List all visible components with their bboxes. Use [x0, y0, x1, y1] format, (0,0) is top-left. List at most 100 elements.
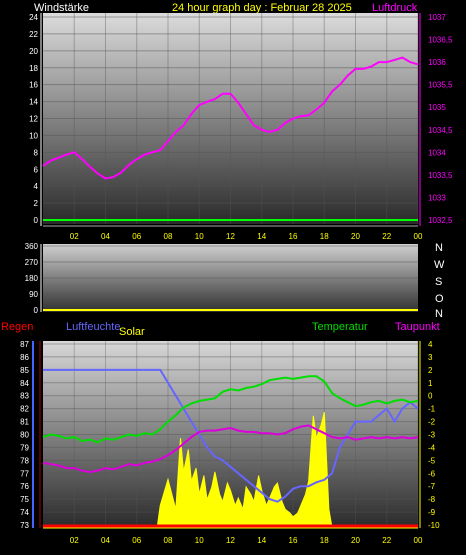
top-left-tick-label: 12 [29, 115, 38, 124]
top-x-tick-label: 10 [195, 232, 204, 241]
top-right-tick-label: 1032,5 [428, 216, 453, 225]
top-x-tick-label: 22 [382, 232, 391, 241]
bottom-left-tick-label: 82 [20, 405, 29, 414]
top-right-tick-label: 1033 [428, 193, 446, 202]
dewpoint-label: Taupunkt [395, 321, 440, 333]
bottom-right-tick-label: 3 [428, 353, 433, 362]
top-left-tick-label: 2 [34, 199, 39, 208]
series-line-taupunkt [42, 424, 419, 474]
bottom-right-tick-label: -6 [428, 469, 436, 478]
bottom-right-tick-label: 2 [428, 366, 433, 375]
bottom-x-tick-label: 04 [101, 536, 110, 545]
top-x-tick-label: 20 [351, 232, 360, 241]
bottom-x-tick-label: 12 [226, 536, 235, 545]
top-right-tick-label: 1035 [428, 103, 446, 112]
bottom-right-tick-label: -1 [428, 405, 436, 414]
direction-label-s: S [435, 276, 442, 288]
direction-label-o: O [435, 293, 444, 305]
wind-strength-label: Windstärke [34, 2, 89, 14]
bottom-left-tick-label: 81 [20, 418, 29, 427]
bottom-left-tick-label: 86 [20, 353, 29, 362]
top-left-tick-label: 10 [29, 131, 38, 140]
top-right-tick-label: 1034 [428, 148, 446, 157]
bottom-x-tick-label: 16 [289, 536, 298, 545]
top-x-tick-label: 00 [414, 232, 423, 241]
top-series [42, 56, 419, 221]
top-x-tick-label: 12 [226, 232, 235, 241]
top-x-tick-label: 06 [132, 232, 141, 241]
top-right-axis-ticks: 1032,5 1033 1033,5 1034 1034,5 1035 1035,5 1036… [428, 13, 453, 225]
bottom-left-tick-label: 75 [20, 495, 29, 504]
bottom-left-tick-label: 73 [20, 521, 29, 530]
direction-label-n-top: N [435, 242, 443, 254]
bottom-left-tick-label: 74 [20, 508, 29, 517]
bottom-x-tick-label: 06 [132, 536, 141, 545]
bottom-left-tick-label: 87 [20, 340, 29, 349]
wind-direction-tick-label: 360 [25, 242, 39, 251]
bottom-series [42, 368, 419, 529]
series-line-temperatur [42, 375, 419, 444]
bottom-right-tick-label: -2 [428, 418, 436, 427]
top-right-tick-label: 1033,5 [428, 171, 453, 180]
humidity-label: Luftfeuchte [66, 321, 120, 333]
bottom-x-tick-label: 20 [351, 536, 360, 545]
wind-direction-tick-label: 90 [29, 290, 38, 299]
bottom-right-tick-label: 0 [428, 392, 433, 401]
bottom-left-tick-label: 79 [20, 443, 29, 452]
bottom-x-tick-label: 00 [414, 536, 423, 545]
top-left-tick-label: 0 [34, 216, 39, 225]
bottom-right-tick-label: 4 [428, 340, 433, 349]
top-left-tick-label: 4 [34, 182, 39, 191]
air-pressure-label: Luftdruck [372, 2, 418, 14]
bottom-x-tick-label: 02 [70, 536, 79, 545]
bottom-right-tick-label: -7 [428, 482, 436, 491]
bottom-left-tick-label: 85 [20, 366, 29, 375]
wind-direction-tick-label: 0 [34, 306, 39, 315]
series-line-luftfeuchte [43, 368, 419, 503]
bottom-right-tick-label: -10 [428, 521, 440, 530]
bottom-x-tick-label: 18 [320, 536, 329, 545]
bottom-x-tick-label: 14 [257, 536, 266, 545]
bottom-left-axis-ticks: 73 74 75 76 77 78 79 80 81 82 83 84 85 86 87 [20, 340, 29, 530]
bottom-x-tick-label: 08 [164, 536, 173, 545]
top-x-tick-label: 08 [164, 232, 173, 241]
top-left-tick-label: 18 [29, 64, 38, 73]
top-x-tick-label: 18 [320, 232, 329, 241]
bottom-left-tick-label: 84 [20, 379, 29, 388]
top-right-tick-label: 1036 [428, 58, 446, 67]
top-grid [40, 13, 421, 227]
top-left-tick-label: 20 [29, 47, 38, 56]
bottom-left-tick-label: 78 [20, 456, 29, 465]
bottom-x-tick-label: 22 [382, 536, 391, 545]
bottom-left-tick-label: 83 [20, 392, 29, 401]
top-left-tick-label: 6 [34, 165, 39, 174]
top-left-tick-label: 24 [29, 13, 38, 22]
bottom-right-tick-label: 1 [428, 379, 433, 388]
direction-label-w: W [434, 259, 445, 271]
wind-direction-tick-label: 270 [25, 258, 39, 267]
top-left-tick-label: 14 [29, 98, 38, 107]
top-right-tick-label: 1036,5 [428, 36, 453, 45]
top-x-tick-label: 16 [289, 232, 298, 241]
top-x-axis-ticks: 02 04 06 08 10 12 14 16 18 20 22 00 [70, 232, 423, 241]
top-right-tick-label: 1034,5 [428, 126, 453, 135]
top-x-tick-label: 14 [257, 232, 266, 241]
top-right-tick-label: 1035,5 [428, 81, 453, 90]
direction-label-n-bottom: N [435, 308, 443, 320]
bottom-x-tick-label: 10 [195, 536, 204, 545]
series-line-luftdruck [42, 56, 419, 180]
bottom-right-tick-label: -9 [428, 508, 436, 517]
bottom-right-tick-label: -3 [428, 431, 436, 440]
bottom-left-tick-label: 80 [20, 431, 29, 440]
bottom-right-tick-label: -4 [428, 443, 436, 452]
bottom-right-tick-label: -8 [428, 495, 436, 504]
solar-label: Solar [119, 326, 145, 338]
rain-label: Regen [1, 321, 33, 333]
top-left-tick-label: 22 [29, 30, 38, 39]
top-right-tick-label: 1037 [428, 13, 446, 22]
direction-labels: N W S O N [434, 242, 445, 320]
bottom-right-tick-label: -5 [428, 456, 436, 465]
